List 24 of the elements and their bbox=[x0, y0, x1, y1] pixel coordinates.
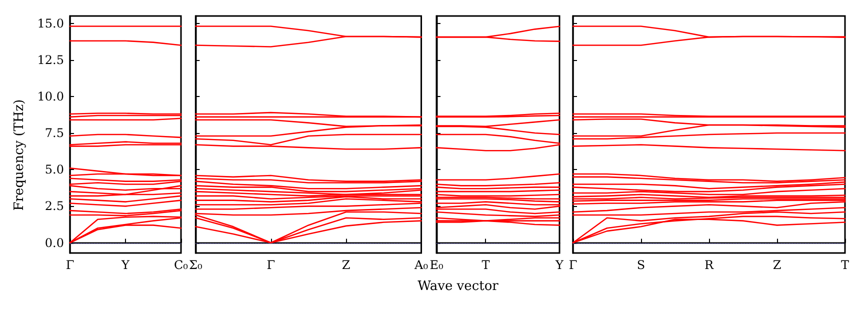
x-tick-label: S bbox=[636, 258, 646, 272]
x-tick-label: Z bbox=[342, 258, 350, 272]
x-tick-label: Y bbox=[120, 258, 131, 272]
x-tick-label: T bbox=[840, 258, 850, 272]
x-tick-label: Σ₀ bbox=[189, 258, 202, 272]
x-axis-title: Wave vector bbox=[417, 279, 499, 294]
x-tick-label: Z bbox=[772, 258, 782, 272]
x-tick-label: A₀ bbox=[414, 258, 428, 272]
x-tick-label: E₀ bbox=[429, 258, 443, 272]
y-tick-label: 7.5 bbox=[44, 126, 64, 140]
y-tick-label: 5.0 bbox=[44, 162, 64, 177]
y-tick-label: 0.0 bbox=[44, 236, 64, 250]
x-tick-label: Γ bbox=[66, 258, 74, 272]
x-tick-label: Γ bbox=[568, 258, 578, 272]
x-tick-label: Γ bbox=[266, 258, 276, 272]
y-tick-label: 12.5 bbox=[37, 52, 64, 67]
y-tick-label: 15.0 bbox=[37, 16, 64, 30]
x-tick-label: Y bbox=[554, 258, 564, 272]
x-tick-label: R bbox=[704, 258, 714, 272]
y-axis-title: Frequency (THz) bbox=[12, 99, 27, 211]
x-tick-label: T bbox=[481, 258, 490, 272]
y-tick-label: 2.5 bbox=[44, 199, 64, 214]
y-tick-label: 10.0 bbox=[37, 89, 64, 104]
x-tick-label: C₀ bbox=[174, 258, 188, 272]
